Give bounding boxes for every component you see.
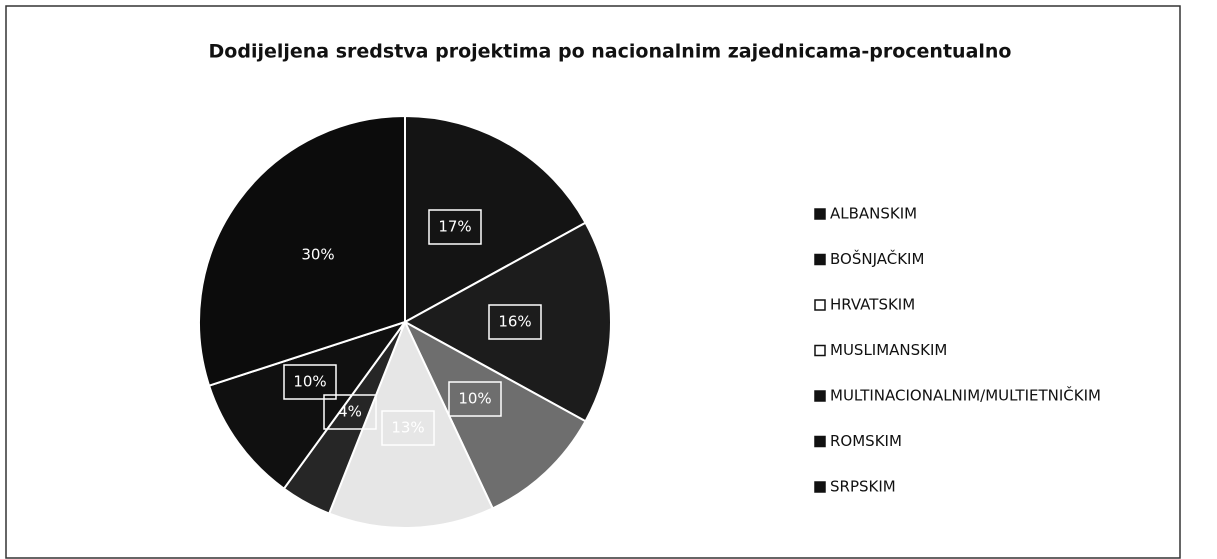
legend-label: MUSLIMANSKIM xyxy=(830,341,947,359)
value-label-box xyxy=(448,381,502,417)
legend-label: MULTINACIONALNIM/MULTIETNIČKIM xyxy=(830,386,1101,405)
legend-swatch xyxy=(814,390,826,402)
value-label-box xyxy=(428,209,482,245)
value-label-box xyxy=(323,394,377,430)
legend-label: HRVATSKIM xyxy=(830,296,915,314)
value-label: 10% xyxy=(458,390,491,408)
value-label: 10% xyxy=(293,373,326,391)
pie-slice xyxy=(198,114,406,387)
pie-slice xyxy=(327,319,495,529)
value-label-box xyxy=(488,304,542,340)
pie-slice xyxy=(402,319,587,510)
legend-label: ALBANSKIM xyxy=(830,205,917,223)
legend-swatch xyxy=(814,299,826,311)
legend-label: SRPSKIM xyxy=(830,478,896,496)
value-label: 13% xyxy=(391,419,424,437)
legend-swatch xyxy=(814,208,826,220)
legend-swatch xyxy=(814,435,826,448)
value-label: 16% xyxy=(498,313,531,331)
pie-slice xyxy=(402,221,612,423)
legend-label: BOŠNJAČKIM xyxy=(830,249,924,268)
legend-swatch xyxy=(814,344,826,357)
value-label: 17% xyxy=(438,218,471,236)
value-label: 30% xyxy=(301,246,334,264)
pie-slice xyxy=(207,320,408,491)
chart-title: Dodijeljena sredstva projektima po nacio… xyxy=(209,41,1012,63)
value-label-box xyxy=(283,364,337,400)
value-label: 4% xyxy=(338,403,362,421)
pie-slice xyxy=(404,114,587,324)
value-label-box xyxy=(381,410,435,446)
legend-swatch xyxy=(814,481,826,493)
legend-swatch xyxy=(814,253,826,266)
legend-label: ROMSKIM xyxy=(830,432,902,450)
